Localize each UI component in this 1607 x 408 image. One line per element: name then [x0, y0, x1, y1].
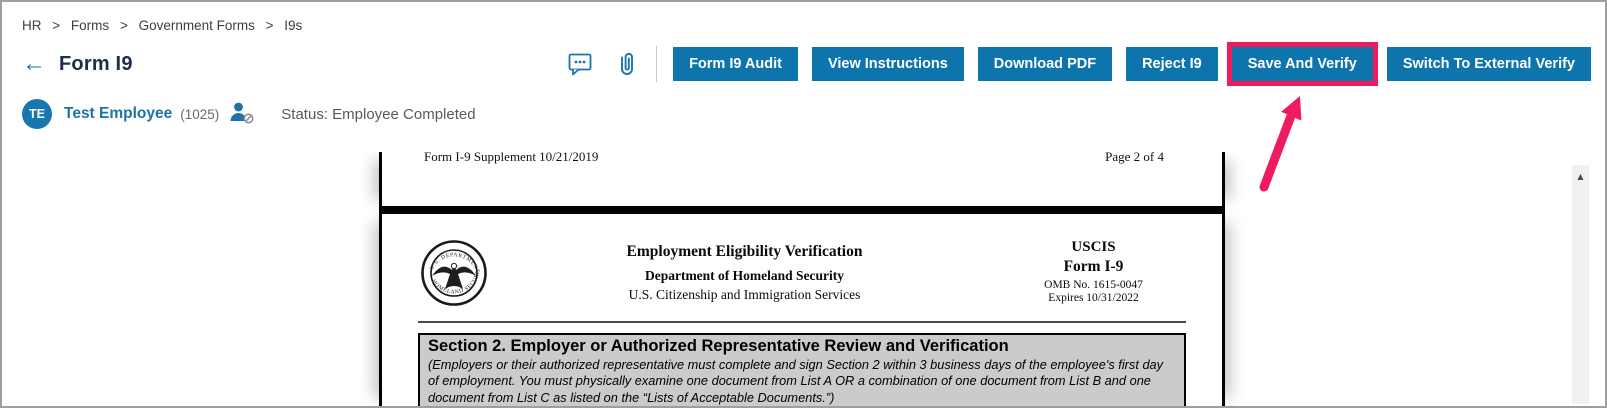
download-pdf-button[interactable]: Download PDF: [977, 47, 1113, 81]
form-i9-header: U.S. DEPARTMENT OF HOMELAND SECURITY: [418, 235, 1186, 312]
employee-id: (1025): [180, 106, 220, 122]
breadcrumb-separator: >: [265, 18, 274, 33]
view-instructions-button[interactable]: View Instructions: [811, 47, 964, 81]
switch-to-external-verify-button[interactable]: Switch To External Verify: [1386, 47, 1591, 81]
breadcrumb-item-hr[interactable]: HR: [22, 18, 42, 33]
breadcrumb-separator: >: [52, 18, 61, 33]
form-header-center: Employment Eligibility Verification Depa…: [488, 237, 1001, 303]
section2-heading: Section 2. Employer or Authorized Repres…: [428, 337, 1009, 355]
comment-icon[interactable]: [568, 53, 592, 76]
action-button-row: Form I9 Audit View Instructions Download…: [673, 42, 1591, 86]
uscis-label: USCIS: [1071, 239, 1116, 255]
pdf-page-stack: Form I-9 Supplement 10/21/2019 Page 2 of…: [379, 152, 1225, 406]
title-row: ← Form I9: [22, 42, 1591, 86]
scroll-up-icon[interactable]: ▲: [1577, 172, 1584, 181]
dhs-seal-icon: U.S. DEPARTMENT OF HOMELAND SECURITY: [418, 235, 488, 312]
pdf-current-page: U.S. DEPARTMENT OF HOMELAND SECURITY: [379, 214, 1225, 406]
pdf-previous-page-bottom: Form I-9 Supplement 10/21/2019 Page 2 of…: [379, 152, 1225, 208]
page-header: HR > Forms > Government Forms > I9s ← Fo…: [2, 2, 1605, 129]
page-title: Form I9: [59, 52, 133, 75]
section2-header-box: Section 2. Employer or Authorized Repres…: [418, 333, 1186, 406]
pdf-page-footer: Form I-9 Supplement 10/21/2019 Page 2 of…: [424, 152, 1164, 165]
form-i9-audit-button[interactable]: Form I9 Audit: [673, 47, 798, 81]
avatar[interactable]: TE: [22, 99, 52, 129]
form-agency: U.S. Citizenship and Immigration Service…: [628, 287, 861, 302]
form-dept: Department of Homeland Security: [644, 268, 845, 283]
form-title: Employment Eligibility Verification: [626, 243, 863, 260]
employee-row: TE Test Employee (1025) Status: Employee…: [22, 99, 1591, 129]
breadcrumb-item-government-forms[interactable]: Government Forms: [138, 18, 255, 33]
breadcrumb-item-forms[interactable]: Forms: [70, 18, 110, 33]
back-arrow-icon[interactable]: ←: [22, 50, 46, 77]
form-number: Form I-9: [1063, 258, 1124, 275]
reject-i9-button[interactable]: Reject I9: [1126, 47, 1218, 81]
save-and-verify-button[interactable]: Save And Verify: [1231, 47, 1373, 81]
employee-profile-link-icon[interactable]: [229, 100, 254, 129]
pdf-page-divider: [379, 206, 1225, 214]
form-header-right: USCIS Form I-9 OMB No. 1615-0047 Expires…: [1001, 237, 1186, 304]
breadcrumb-separator: >: [119, 18, 128, 33]
pdf-footer-right: Page 2 of 4: [1105, 152, 1164, 164]
status-text: Status: Employee Completed: [281, 105, 476, 123]
attachment-paperclip-icon[interactable]: [618, 51, 636, 78]
employee-name[interactable]: Test Employee: [64, 105, 173, 122]
toolbar-divider: [656, 46, 658, 82]
pdf-footer-left: Form I-9 Supplement 10/21/2019: [424, 152, 599, 164]
section2-instructions: (Employers or their authorized represent…: [428, 357, 1164, 405]
breadcrumb-item-i9s[interactable]: I9s: [284, 18, 303, 33]
vertical-scrollbar[interactable]: ▲: [1572, 165, 1589, 404]
pdf-viewer: Form I-9 Supplement 10/21/2019 Page 2 of…: [2, 152, 1605, 406]
omb-number: OMB No. 1615-0047: [1044, 279, 1143, 291]
form-header-rule: [418, 321, 1186, 323]
breadcrumb: HR > Forms > Government Forms > I9s: [22, 18, 1591, 33]
annotation-highlight-box: Save And Verify: [1226, 42, 1378, 86]
expires-date: Expires 10/31/2022: [1048, 292, 1139, 304]
toolbar-icons: [568, 51, 636, 78]
